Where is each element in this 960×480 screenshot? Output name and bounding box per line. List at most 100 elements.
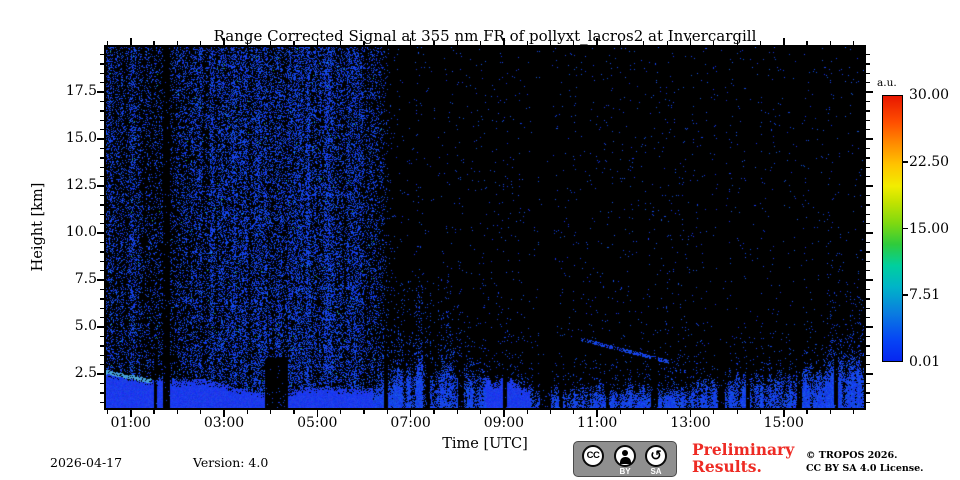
x-major-tick <box>316 410 319 417</box>
x-major-tick <box>503 410 505 417</box>
x-minor-tick-top <box>363 41 365 45</box>
x-major-tick-top <box>782 38 785 45</box>
x-minor-tick-top <box>713 41 715 45</box>
y-minor-tick-right <box>866 382 870 385</box>
x-tick-label: 05:00 <box>297 415 338 431</box>
x-minor-tick-top <box>479 41 482 45</box>
x-minor-tick-top <box>246 41 248 45</box>
x-tick-label: 07:00 <box>390 415 431 431</box>
y-minor-tick <box>100 223 104 225</box>
y-minor-tick <box>100 392 104 394</box>
colorbar-tick <box>903 294 908 296</box>
x-minor-tick-top <box>853 41 855 45</box>
y-minor-tick <box>100 307 104 309</box>
x-major-tick-top <box>596 38 598 45</box>
y-minor-tick <box>100 157 104 159</box>
x-minor-tick-top <box>176 41 178 45</box>
preliminary-results-label: Preliminary Results. <box>692 440 795 476</box>
x-tick-label: 03:00 <box>203 415 245 431</box>
y-minor-tick-right <box>866 298 870 300</box>
x-minor-tick <box>853 410 855 414</box>
y-minor-tick-right <box>866 364 870 366</box>
y-minor-tick <box>100 364 104 366</box>
x-minor-tick <box>643 410 645 414</box>
y-tick-label: 17.5 <box>65 83 97 100</box>
y-minor-tick <box>100 119 104 121</box>
x-minor-tick-top <box>643 41 645 45</box>
y-major-tick-right <box>866 279 873 281</box>
x-minor-tick <box>270 410 272 414</box>
y-major-tick <box>97 232 104 234</box>
y-minor-tick-right <box>866 82 870 84</box>
x-minor-tick-top <box>666 41 668 45</box>
x-minor-tick <box>713 410 715 414</box>
y-minor-tick <box>100 354 104 356</box>
y-major-tick <box>97 185 104 187</box>
y-minor-tick <box>100 63 104 65</box>
x-minor-tick <box>549 410 552 414</box>
y-major-tick <box>97 373 104 375</box>
colorbar-tick-label: 22.50 <box>909 153 950 170</box>
x-minor-tick <box>736 410 738 414</box>
plot-title: Range Corrected Signal at 355 nm FR of p… <box>213 27 757 45</box>
x-minor-tick <box>456 410 458 414</box>
cc-sa-label: SA <box>650 467 662 476</box>
x-minor-tick-top <box>270 41 272 45</box>
y-tick-label: 2.5 <box>74 365 97 382</box>
y-minor-tick <box>100 251 104 253</box>
x-major-tick-top <box>223 38 225 45</box>
x-minor-tick-top <box>433 41 435 45</box>
colorbar-gradient <box>883 96 902 361</box>
x-minor-tick <box>526 410 528 414</box>
y-minor-tick <box>100 260 104 262</box>
cc-sa-arrow-icon: ↺ <box>645 445 667 467</box>
y-major-tick <box>97 91 104 93</box>
y-tick-label: 15.0 <box>65 130 97 147</box>
y-minor-tick <box>100 270 104 272</box>
x-tick-label: 09:00 <box>483 415 525 431</box>
y-minor-tick-right <box>866 110 870 112</box>
y-minor-tick-right <box>866 401 870 403</box>
y-minor-tick <box>100 317 104 319</box>
y-major-tick <box>97 138 104 140</box>
x-minor-tick-top <box>200 41 202 45</box>
x-minor-tick <box>200 410 202 414</box>
x-minor-tick-top <box>293 41 295 45</box>
x-minor-tick-top <box>829 41 831 45</box>
y-minor-tick-right <box>866 100 870 103</box>
y-minor-tick <box>100 194 104 197</box>
y-major-tick <box>97 279 104 281</box>
x-tick-label: 13:00 <box>670 415 711 431</box>
plot-frame <box>104 45 866 410</box>
y-tick-label: 5.0 <box>74 318 97 335</box>
colorbar-tick <box>903 161 908 163</box>
colorbar <box>882 95 903 362</box>
y-minor-tick <box>100 129 104 131</box>
x-minor-tick <box>573 410 575 414</box>
x-minor-tick <box>246 410 248 414</box>
y-minor-tick-right <box>866 260 870 262</box>
x-minor-tick <box>176 410 178 414</box>
x-major-tick-top <box>503 38 505 45</box>
y-minor-tick-right <box>866 204 870 206</box>
x-minor-tick-top <box>759 41 762 45</box>
y-major-tick-right <box>866 326 873 328</box>
y-minor-tick-right <box>866 157 870 159</box>
x-major-tick <box>689 410 692 417</box>
y-major-tick-right <box>866 373 873 375</box>
y-minor-tick-right <box>866 392 870 394</box>
y-tick-label: 7.5 <box>74 271 97 288</box>
x-minor-tick-top <box>153 41 155 45</box>
x-minor-tick <box>293 410 295 414</box>
cc-license-badge: CC ↺ BY SA <box>573 441 677 477</box>
x-minor-tick-top <box>106 41 108 45</box>
y-minor-tick <box>100 72 104 74</box>
y-minor-tick <box>100 53 104 56</box>
colorbar-tick-label: 0.01 <box>909 354 941 370</box>
x-minor-tick <box>806 410 808 414</box>
x-minor-tick <box>363 410 365 414</box>
y-minor-tick-right <box>866 119 870 121</box>
date-label: 2026-04-17 <box>50 455 123 470</box>
cc-by-label: BY <box>619 467 631 476</box>
y-minor-tick <box>100 204 104 206</box>
